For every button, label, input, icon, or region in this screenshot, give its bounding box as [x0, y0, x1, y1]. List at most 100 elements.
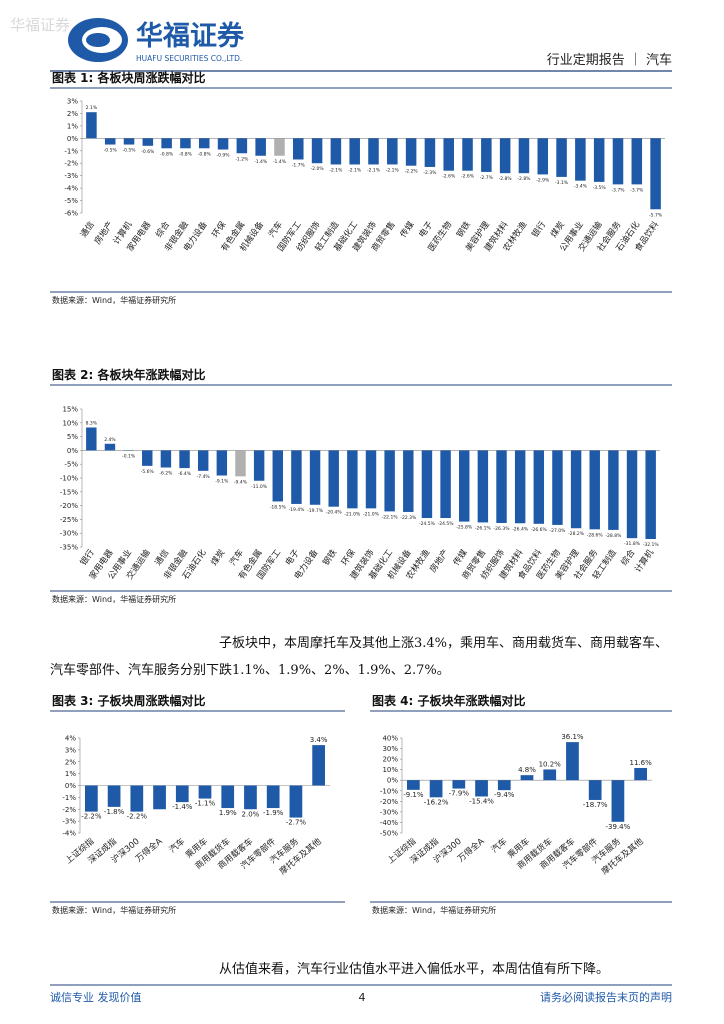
bar: [160, 450, 172, 468]
y-tick-label: 2%: [67, 110, 78, 118]
bar: [104, 138, 116, 145]
value-label: -1.4%: [254, 159, 268, 165]
chart-title: 图表 4: 子板块年涨跌幅对比: [372, 693, 526, 708]
bar: [85, 785, 98, 812]
bar: [552, 450, 563, 525]
x-tick-label: 传媒: [398, 219, 417, 240]
bar: [608, 450, 619, 530]
bar: [424, 138, 436, 167]
logo-name: 华福证券: [136, 20, 245, 52]
y-tick-label: -15%: [60, 488, 78, 496]
y-tick-label: -25%: [60, 516, 78, 524]
bar: [142, 138, 154, 146]
paragraph: 子板块中，本周摩托车及其他上涨3.4%，乘用车、商用载货车、商用载客车、汽车零部…: [50, 636, 669, 678]
bar: [161, 138, 172, 149]
value-label: -5.7%: [649, 212, 663, 218]
value-label: -26.3%: [494, 526, 511, 532]
chart-title: 图表 3: 子板块周涨跌幅对比: [52, 693, 206, 708]
bar: [312, 745, 325, 786]
value-label: -32.1%: [643, 542, 660, 548]
y-tick-label: -10%: [60, 475, 78, 483]
value-label: -26.1%: [475, 525, 492, 531]
bar: [153, 785, 166, 810]
y-tick-label: 0%: [67, 135, 78, 143]
bar: [123, 138, 135, 145]
bar: [593, 138, 605, 182]
value-label: -21.0%: [363, 511, 380, 517]
value-label: -0.8%: [160, 151, 174, 157]
x-tick-label: 钢铁: [320, 547, 339, 568]
bar: [86, 427, 97, 451]
value-label: -7.9%: [449, 790, 470, 798]
y-tick-label: -2%: [64, 160, 78, 168]
bar: [368, 138, 379, 165]
bar: [311, 138, 323, 164]
value-label: -1.8%: [104, 808, 125, 816]
bar: [634, 767, 647, 781]
value-label: -9.1%: [215, 479, 229, 485]
bar: [266, 785, 280, 809]
value-label: -3.7%: [611, 187, 625, 193]
value-label: -0.8%: [179, 151, 193, 157]
bar: [481, 138, 492, 172]
value-label: -11.0%: [251, 484, 268, 490]
x-tick-label: 房地产: [427, 547, 451, 574]
value-label: -2.7%: [480, 175, 494, 181]
bar: [537, 138, 549, 175]
value-label: 2.1%: [86, 105, 98, 111]
bar: [86, 112, 97, 139]
value-label: -19.7%: [307, 508, 324, 514]
value-label: -9.4%: [234, 479, 248, 485]
value-label: -7.4%: [197, 474, 211, 480]
value-label: -3.1%: [555, 180, 569, 186]
value-label: -39.4%: [606, 823, 631, 831]
chart-title: 图表 1: 各板块周涨跌幅对比: [52, 70, 206, 85]
value-label: -2.9%: [536, 177, 550, 183]
footer-left: 诚信专业 发现价值: [50, 990, 142, 1004]
y-tick-label: -35%: [60, 544, 78, 552]
bar: [216, 450, 228, 476]
y-tick-label: 20%: [382, 756, 398, 764]
value-label: -2.1%: [386, 167, 400, 173]
value-label: 10.2%: [539, 760, 562, 768]
bar: [291, 450, 302, 504]
y-tick-label: 40%: [382, 735, 398, 743]
value-label: -2.3%: [423, 170, 437, 176]
bar: [520, 775, 534, 781]
paragraph: 从估值来看，汽车行业估值水平进入偏低水平，本周估值有所下降。: [219, 962, 610, 977]
value-label: -0.8%: [198, 151, 212, 157]
value-label: -0.1%: [122, 454, 136, 460]
value-label: -1.4%: [273, 159, 287, 165]
value-label: -28.2%: [568, 531, 585, 537]
value-label: -2.8%: [499, 176, 513, 182]
y-tick-label: -2%: [62, 806, 76, 814]
x-tick-label: 银行: [529, 219, 548, 240]
bar: [496, 450, 507, 523]
bar: [387, 138, 398, 165]
y-tick-label: -10%: [380, 787, 398, 795]
bar: [462, 138, 473, 171]
y-tick-label: 4%: [65, 735, 76, 743]
page-number: 4: [359, 991, 366, 1004]
value-label: -15.4%: [469, 797, 494, 805]
y-tick-label: 2%: [65, 758, 76, 766]
logo-en: HUAFU SECURITIES CO.,LTD.: [136, 54, 242, 63]
bar: [575, 138, 586, 181]
bar: [612, 138, 624, 185]
y-tick-label: -5%: [64, 197, 78, 205]
value-label: -28.8%: [605, 533, 622, 539]
y-tick-label: -4%: [64, 185, 78, 193]
value-label: -18.7%: [583, 801, 608, 809]
bar: [477, 450, 489, 523]
bar: [236, 138, 248, 154]
value-label: -3.7%: [630, 187, 644, 193]
y-tick-label: -4%: [62, 830, 76, 838]
y-tick-label: 10%: [382, 766, 398, 774]
y-tick-label: 1%: [65, 770, 76, 778]
value-label: 1.9%: [219, 809, 237, 817]
bar: [514, 450, 526, 524]
value-label: -2.2%: [405, 169, 419, 175]
value-label: -19.4%: [288, 507, 305, 513]
x-tick-label: 环保: [339, 547, 358, 568]
y-tick-label: -1%: [62, 794, 76, 802]
